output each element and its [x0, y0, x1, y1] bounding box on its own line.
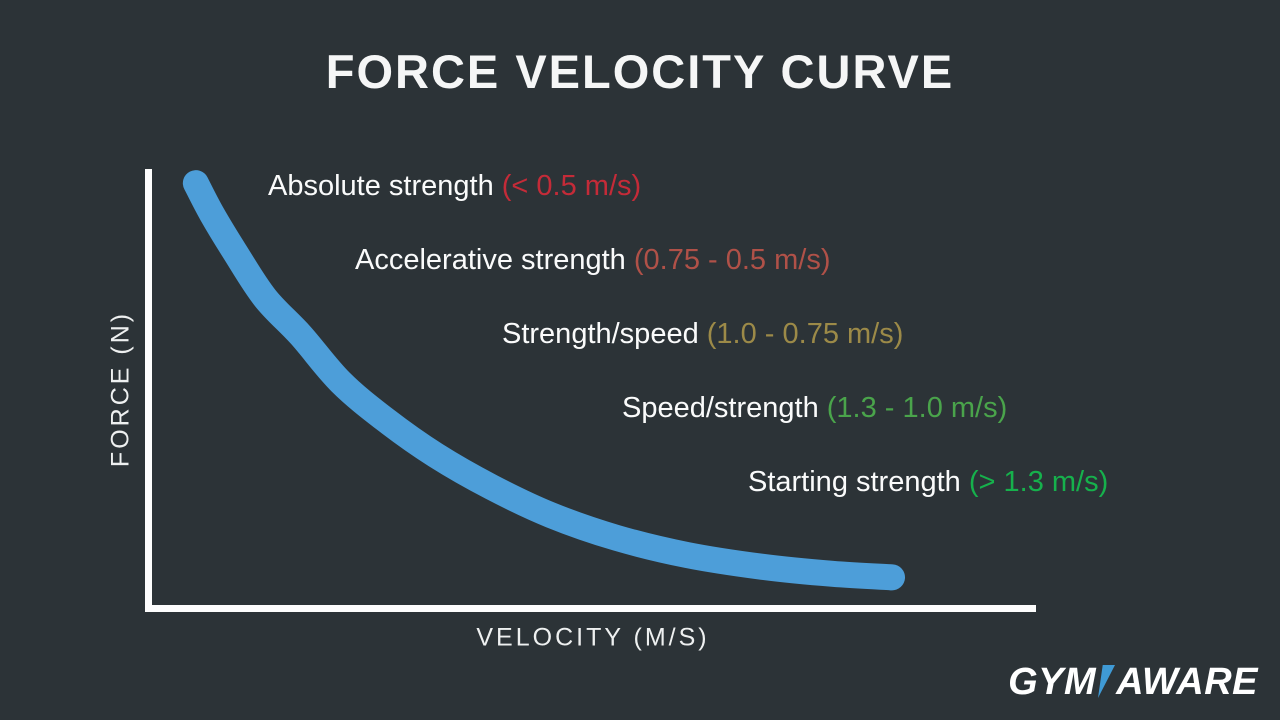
force-velocity-curve [182, 170, 906, 591]
logo-slash-icon [1098, 664, 1116, 699]
logo-text-gym: GYM [1008, 661, 1097, 703]
zone-range: (1.3 - 1.0 m/s) [826, 392, 1008, 424]
logo-text-aware: AWARE [1116, 661, 1258, 703]
gymaware-logo: GYM AWARE [1008, 661, 1258, 704]
zone-range: (< 0.5 m/s) [501, 170, 642, 202]
zone-label-strength-speed: Strength/speed (1.0 - 0.75 m/s) [502, 318, 903, 351]
zone-range: (> 1.3 m/s) [968, 466, 1109, 498]
zone-label-absolute-strength: Absolute strength (< 0.5 m/s) [268, 170, 641, 203]
y-axis-label: FORCE (N) [106, 310, 135, 468]
zone-name: Starting strength [748, 466, 961, 498]
chart-title: FORCE VELOCITY CURVE [325, 45, 955, 98]
x-axis-label: VELOCITY (M/S) [476, 623, 710, 652]
zone-label-starting-strength: Starting strength (> 1.3 m/s) [748, 466, 1108, 499]
zone-name: Accelerative strength [355, 244, 626, 276]
zone-name: Speed/strength [622, 392, 819, 424]
x-axis-line [145, 605, 1036, 612]
zone-name: Strength/speed [502, 318, 699, 350]
y-axis-line [145, 169, 152, 612]
zone-range: (0.75 - 0.5 m/s) [633, 244, 831, 276]
zone-range: (1.0 - 0.75 m/s) [706, 318, 904, 350]
zone-name: Absolute strength [268, 170, 494, 202]
zone-label-accelerative-strength: Accelerative strength (0.75 - 0.5 m/s) [355, 244, 831, 277]
zone-label-speed-strength: Speed/strength (1.3 - 1.0 m/s) [622, 392, 1007, 425]
